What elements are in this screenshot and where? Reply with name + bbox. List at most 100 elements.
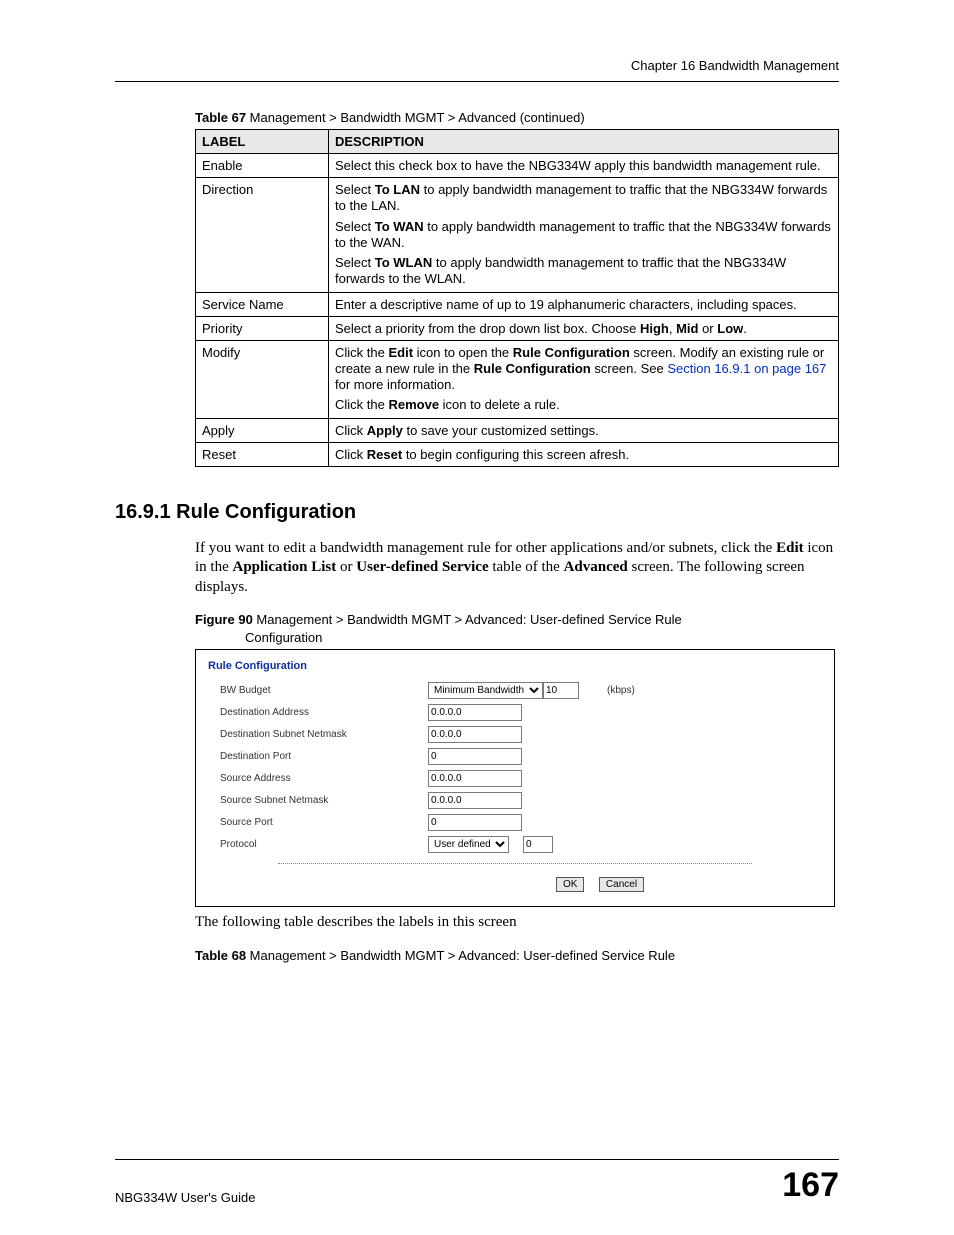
cell-desc: Enter a descriptive name of up to 19 alp… (329, 292, 839, 316)
input-dest-addr[interactable] (428, 704, 522, 721)
table-row: Direction Select To LAN to apply bandwid… (196, 178, 839, 293)
text: Click the (335, 397, 388, 412)
text-bold: Rule Configuration (513, 345, 630, 360)
cell-label: Apply (196, 418, 329, 442)
text: Click the (335, 345, 388, 360)
text: to save your customized settings. (403, 423, 599, 438)
text-bold: Edit (776, 540, 804, 556)
row-dest-mask: Destination Subnet Netmask (208, 726, 822, 743)
table-row: Enable Select this check box to have the… (196, 154, 839, 178)
input-dest-mask[interactable] (428, 726, 522, 743)
figure90-bold: Figure 90 (195, 612, 253, 627)
table-row: Modify Click the Edit icon to open the R… (196, 340, 839, 418)
row-dest-port: Destination Port (208, 748, 822, 765)
label-src-addr: Source Address (220, 773, 428, 784)
table67-caption: Table 67 Management > Bandwidth MGMT > A… (195, 110, 839, 125)
xref-link[interactable]: Section 16.9.1 on page 167 (667, 361, 826, 376)
footer-guide: NBG334W User's Guide (115, 1190, 255, 1205)
table-row: Priority Select a priority from the drop… (196, 316, 839, 340)
text-bold: To WLAN (375, 255, 433, 270)
table68-bold: Table 68 (195, 948, 246, 963)
text-bold: Mid (676, 321, 698, 336)
cell-label: Enable (196, 154, 329, 178)
label-dest-port: Destination Port (220, 751, 428, 762)
cell-desc: Select To LAN to apply bandwidth managem… (329, 178, 839, 293)
label-protocol: Protocol (220, 839, 428, 850)
table68-rest: Management > Bandwidth MGMT > Advanced: … (246, 948, 675, 963)
text-bold: Edit (388, 345, 413, 360)
cell-label: Priority (196, 316, 329, 340)
text: to begin configuring this screen afresh. (402, 447, 629, 462)
row-src-addr: Source Address (208, 770, 822, 787)
text: If you want to edit a bandwidth manageme… (195, 540, 776, 556)
cell-label: Modify (196, 340, 329, 418)
text: Select a priority from the drop down lis… (335, 321, 640, 336)
table-row: Service Name Enter a descriptive name of… (196, 292, 839, 316)
text-bold: Application List (233, 559, 337, 575)
cell-label: Reset (196, 442, 329, 466)
text: table of the (489, 559, 564, 575)
cell-label: Service Name (196, 292, 329, 316)
cell-desc: Select this check box to have the NBG334… (329, 154, 839, 178)
panel-divider (278, 863, 752, 864)
cancel-button[interactable]: Cancel (599, 877, 644, 892)
table-row: Apply Click Apply to save your customize… (196, 418, 839, 442)
section-intro: If you want to edit a bandwidth manageme… (195, 539, 839, 598)
text: or (698, 321, 717, 336)
rule-config-panel: Rule Configuration BW Budget Minimum Ban… (195, 649, 835, 907)
table-row: Reset Click Reset to begin configuring t… (196, 442, 839, 466)
text-bold: Apply (367, 423, 403, 438)
text: Select (335, 255, 375, 270)
table67-caption-rest: Management > Bandwidth MGMT > Advanced (… (246, 110, 585, 125)
cell-desc: Click the Edit icon to open the Rule Con… (329, 340, 839, 418)
label-bw-budget: BW Budget (220, 685, 428, 696)
row-src-mask: Source Subnet Netmask (208, 792, 822, 809)
row-bw-budget: BW Budget Minimum Bandwidth (kbps) (208, 682, 822, 699)
figure90-caption: Figure 90 Management > Bandwidth MGMT > … (195, 611, 839, 647)
row-src-port: Source Port (208, 814, 822, 831)
select-protocol[interactable]: User defined (428, 836, 509, 853)
after-figure-text: The following table describes the labels… (195, 913, 839, 933)
cell-desc: Click Reset to begin configuring this sc… (329, 442, 839, 466)
table67-caption-bold: Table 67 (195, 110, 246, 125)
text: . (743, 321, 747, 336)
section-heading: 16.9.1 Rule Configuration (115, 501, 839, 524)
text: Select (335, 219, 375, 234)
page-footer: NBG334W User's Guide 167 (115, 1159, 839, 1205)
table68-caption: Table 68 Management > Bandwidth MGMT > A… (195, 947, 839, 965)
text-bold: Advanced (564, 559, 628, 575)
footer-page: 167 (782, 1166, 839, 1205)
input-src-addr[interactable] (428, 770, 522, 787)
text: Click (335, 447, 367, 462)
input-bw-value[interactable] (543, 682, 579, 699)
text: Select (335, 182, 375, 197)
text: for more information. (335, 377, 455, 392)
table67: LABEL DESCRIPTION Enable Select this che… (195, 129, 839, 467)
label-src-mask: Source Subnet Netmask (220, 795, 428, 806)
text-bold: Low (717, 321, 743, 336)
label-src-port: Source Port (220, 817, 428, 828)
text-bold: Rule Configuration (474, 361, 591, 376)
ok-button[interactable]: OK (556, 877, 584, 892)
input-src-port[interactable] (428, 814, 522, 831)
select-bw-type[interactable]: Minimum Bandwidth (428, 682, 543, 699)
label-bw-unit: (kbps) (607, 685, 635, 696)
text: screen. See (591, 361, 668, 376)
input-dest-port[interactable] (428, 748, 522, 765)
cell-desc: Select a priority from the drop down lis… (329, 316, 839, 340)
row-dest-addr: Destination Address (208, 704, 822, 721)
text: , (669, 321, 676, 336)
text-bold: To LAN (375, 182, 420, 197)
label-dest-addr: Destination Address (220, 707, 428, 718)
chapter-header: Chapter 16 Bandwidth Management (115, 58, 839, 82)
text-bold: Reset (367, 447, 402, 462)
table67-th-desc: DESCRIPTION (329, 130, 839, 154)
text: icon to delete a rule. (439, 397, 560, 412)
cell-desc: Click Apply to save your customized sett… (329, 418, 839, 442)
input-src-mask[interactable] (428, 792, 522, 809)
input-protocol-value[interactable] (523, 836, 553, 853)
text: Click (335, 423, 367, 438)
text-bold: High (640, 321, 669, 336)
text-bold: User-defined Service (356, 559, 488, 575)
figure90-line2: Configuration (195, 629, 839, 647)
